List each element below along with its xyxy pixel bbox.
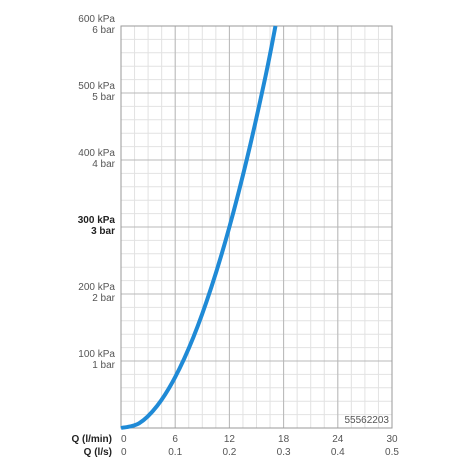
x-axis-title: Q (l/s) — [84, 447, 112, 458]
x-tick-label: 0.4 — [331, 447, 345, 458]
x-axis-title: Q (l/min) — [71, 434, 112, 445]
x-tick-label: 12 — [224, 434, 236, 445]
y-tick-label-bar: 6 bar — [92, 25, 115, 36]
chart-code: 55562203 — [345, 415, 390, 426]
y-tick-label-bar: 4 bar — [92, 159, 115, 170]
x-axis-labels: Q (l/min) 0 6 12 18 24 30 Q (l/s) 0 0.1 0.2 0.3 0.4 0… — [71, 434, 399, 458]
y-tick-label-kpa: 300 kPa — [78, 215, 116, 226]
plot-border — [120, 25, 393, 429]
x-tick-label: 18 — [278, 434, 290, 445]
x-tick-label: 0 — [121, 447, 127, 458]
x-tick-label: 24 — [332, 434, 344, 445]
x-tick-label: 0 — [121, 434, 127, 445]
y-tick-label-bar: 5 bar — [92, 92, 115, 103]
y-tick-label-bar: 2 bar — [92, 293, 115, 304]
y-tick-label-kpa: 100 kPa — [78, 349, 115, 360]
x-tick-label: 0.3 — [277, 447, 291, 458]
x-tick-label: 6 — [172, 434, 178, 445]
x-tick-label: 30 — [386, 434, 398, 445]
y-tick-label-kpa: 200 kPa — [78, 282, 115, 293]
series-layer — [120, 25, 278, 430]
x-tick-label: 0.5 — [385, 447, 399, 458]
x-tick-label: 0.2 — [222, 447, 236, 458]
y-tick-label-bar: 3 bar — [91, 226, 115, 237]
series-line — [120, 25, 278, 430]
y-tick-label-kpa: 500 kPa — [78, 81, 115, 92]
y-tick-label-kpa: 400 kPa — [78, 148, 115, 159]
y-tick-label-bar: 1 bar — [92, 360, 115, 371]
y-tick-label-kpa: 600 kPa — [78, 14, 115, 25]
x-tick-label: 0.1 — [168, 447, 182, 458]
